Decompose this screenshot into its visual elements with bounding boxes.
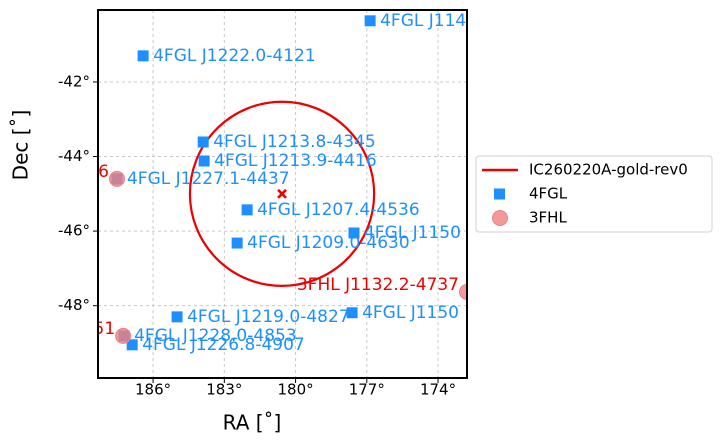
plot-area: 4FGL J114 4FGL J1222.0-4121 4FGL J1213.8-4…: [94, 11, 467, 355]
source-marker: [171, 311, 183, 323]
ticks: 186° 183° 180° 177° 174° -42° -44° -46° -48°: [58, 72, 456, 398]
y-tick-label: -46°: [58, 222, 90, 240]
source-label: 4FGL J114: [380, 11, 466, 31]
y-tick-label: -48°: [58, 296, 90, 314]
legend-label: 4FGL: [529, 185, 568, 203]
source-label: 4FGL J1213.8-4345: [213, 132, 376, 152]
source-label: 4FGL J1213.9-4416: [214, 151, 377, 171]
source-label: 4FGL J1150: [362, 303, 459, 323]
source-marker: [346, 307, 358, 319]
source-label: 3FHL J1132.2-4737: [297, 275, 459, 295]
region-circle: [188, 100, 376, 288]
grid: [98, 10, 467, 378]
legend-swatch: [492, 210, 508, 226]
source-label: 4FGL J1222.0-4121: [153, 46, 316, 66]
x-tick-label: 186°: [135, 381, 171, 399]
source-label: 4FGL J1228.0-4853: [134, 326, 297, 346]
axes-frame: [97, 9, 468, 379]
x-tick-label: 183°: [206, 381, 242, 399]
source-marker: [231, 237, 243, 249]
legend-swatch: [494, 188, 505, 200]
y-tick-label: -44°: [58, 147, 90, 165]
legend-label: IC260220A-gold-rev0: [529, 161, 688, 179]
source-marker: [126, 339, 138, 351]
source-marker: [459, 283, 467, 300]
source-label: 4FGL J1207.4-4536: [257, 200, 420, 220]
source-marker: [197, 136, 209, 148]
x-tick-label: 174°: [420, 381, 456, 399]
source-label: 4FGL J1226.8-4907: [142, 335, 305, 355]
source-label: 4FGL J1150: [364, 223, 461, 243]
legend: IC260220A-gold-rev0 4FGL 3FHL: [482, 161, 688, 227]
y-axis-label: Dec [˚]: [9, 110, 33, 181]
source-marker: [364, 15, 376, 27]
source-marker: [108, 170, 125, 187]
source-marker: [348, 227, 360, 239]
source-marker: [198, 155, 210, 167]
source-label: 4FGL J1227.1-4437: [127, 169, 290, 189]
source-marker: [241, 204, 253, 216]
legend-box: [475, 155, 713, 233]
source-label: 51: [94, 319, 116, 339]
x-axis-label: RA [˚]: [223, 411, 282, 435]
source-label: 6: [98, 162, 109, 182]
y-tick-label: -42°: [58, 72, 90, 90]
source-marker: [115, 327, 132, 344]
source-marker: [137, 50, 149, 62]
source-label: 4FGL J1219.0-4827: [187, 307, 350, 327]
x-tick-label: 180°: [277, 381, 313, 399]
legend-label: 3FHL: [529, 209, 567, 227]
center-marker: [277, 188, 287, 199]
x-tick-label: 177°: [349, 381, 385, 399]
source-label: 4FGL J1209.0-4630: [247, 233, 410, 253]
